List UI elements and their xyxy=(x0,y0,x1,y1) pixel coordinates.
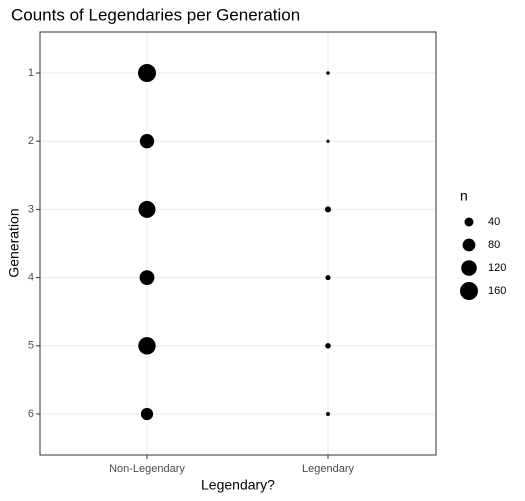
y-tick-label: 1 xyxy=(28,67,34,79)
point xyxy=(139,134,155,149)
point xyxy=(140,407,154,421)
legend-title: n xyxy=(460,188,468,204)
point xyxy=(326,139,330,143)
point xyxy=(325,411,331,417)
point xyxy=(325,275,331,281)
legend-key xyxy=(464,217,474,227)
y-tick-label: 6 xyxy=(28,408,34,420)
x-tick-label: Legendary xyxy=(302,463,354,475)
x-tick-label: Non-Legendary xyxy=(109,463,185,475)
y-tick-label: 5 xyxy=(28,340,34,352)
legend-key xyxy=(461,260,477,276)
point xyxy=(139,270,155,285)
chart-title: Counts of Legendaries per Generation xyxy=(11,5,300,24)
legend-label: 80 xyxy=(488,239,500,251)
point xyxy=(325,343,331,349)
point xyxy=(138,64,156,82)
y-tick-label: 2 xyxy=(28,135,34,147)
point xyxy=(324,206,332,213)
y-tick-label: 3 xyxy=(28,203,34,215)
legend-key xyxy=(462,238,476,252)
legend-label: 40 xyxy=(488,216,500,228)
y-tick-label: 4 xyxy=(28,272,34,284)
point xyxy=(138,200,156,218)
y-axis-title: Generation xyxy=(6,208,22,277)
point xyxy=(138,337,156,355)
legend-label: 160 xyxy=(488,285,506,297)
x-axis-title: Legendary? xyxy=(201,477,275,493)
point xyxy=(326,71,330,75)
panel-border xyxy=(39,31,437,456)
legend-key xyxy=(460,282,478,300)
legend-label: 120 xyxy=(488,262,506,274)
